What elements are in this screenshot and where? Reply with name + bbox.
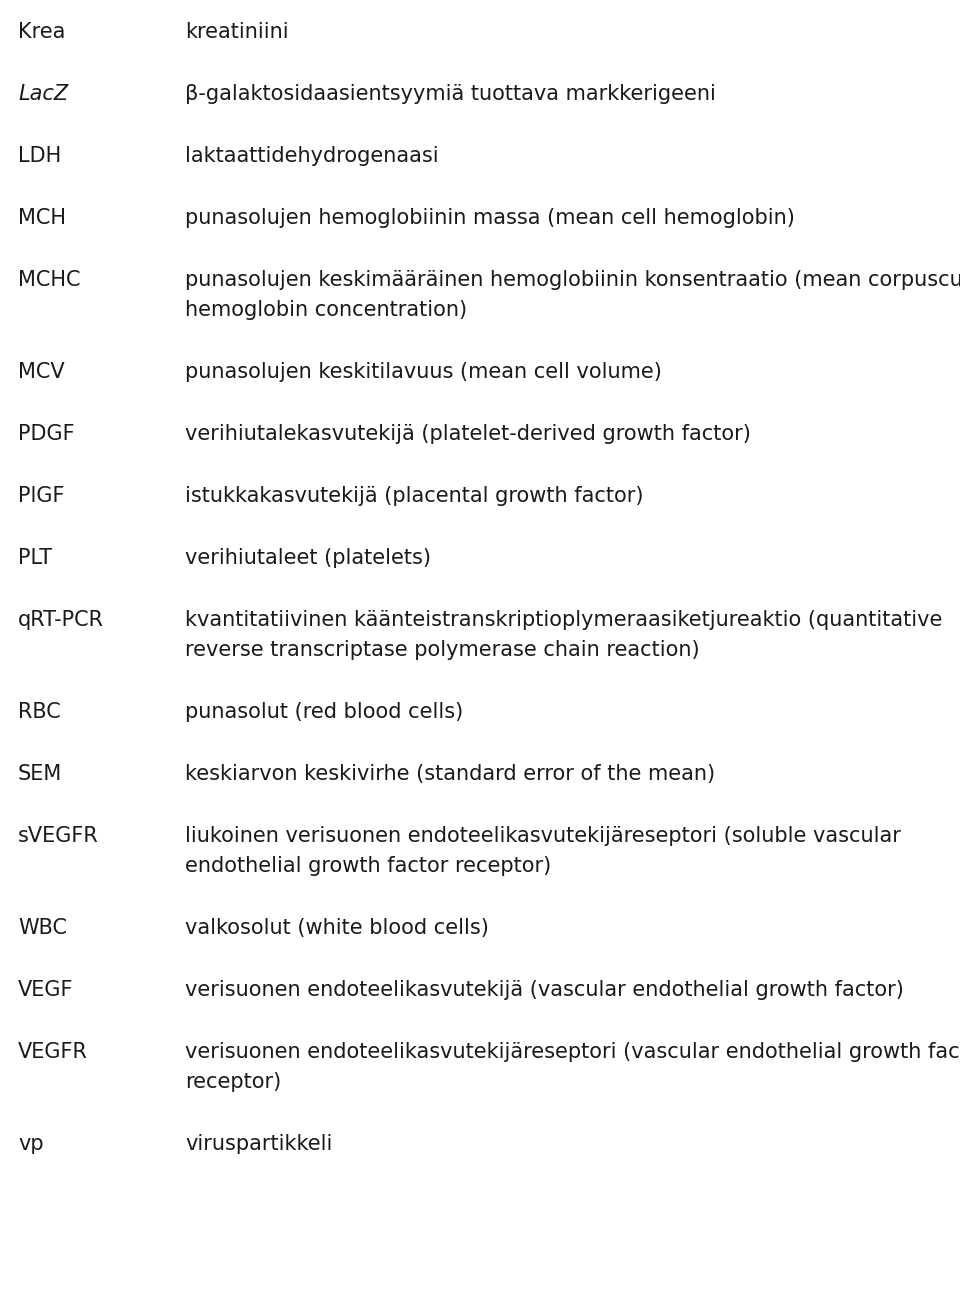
Text: verisuonen endoteelikasvutekijä (vascular endothelial growth factor): verisuonen endoteelikasvutekijä (vascula… — [185, 980, 904, 1000]
Text: LDH: LDH — [18, 146, 61, 166]
Text: vp: vp — [18, 1134, 43, 1155]
Text: kvantitatiivinen käänteistranskriptioplymeraasiketjureaktio (quantitative: kvantitatiivinen käänteistranskriptioply… — [185, 610, 943, 629]
Text: VEGFR: VEGFR — [18, 1042, 88, 1062]
Text: liukoinen verisuonen endoteelikasvutekijäreseptori (soluble vascular: liukoinen verisuonen endoteelikasvutekij… — [185, 825, 900, 846]
Text: RBC: RBC — [18, 703, 60, 722]
Text: punasolujen keskimääräinen hemoglobiinin konsentraatio (mean corpuscular: punasolujen keskimääräinen hemoglobiinin… — [185, 270, 960, 290]
Text: β-galaktosidaasientsyymiä tuottava markkerigeeni: β-galaktosidaasientsyymiä tuottava markk… — [185, 84, 716, 104]
Text: endothelial growth factor receptor): endothelial growth factor receptor) — [185, 855, 551, 876]
Text: kreatiniini: kreatiniini — [185, 22, 289, 42]
Text: Krea: Krea — [18, 22, 65, 42]
Text: verisuonen endoteelikasvutekijäreseptori (vascular endothelial growth factor: verisuonen endoteelikasvutekijäreseptori… — [185, 1042, 960, 1062]
Text: punasolujen keskitilavuus (mean cell volume): punasolujen keskitilavuus (mean cell vol… — [185, 362, 661, 381]
Text: laktaattidehydrogenaasi: laktaattidehydrogenaasi — [185, 146, 439, 166]
Text: reverse transcriptase polymerase chain reaction): reverse transcriptase polymerase chain r… — [185, 640, 700, 660]
Text: qRT-PCR: qRT-PCR — [18, 610, 104, 629]
Text: hemoglobin concentration): hemoglobin concentration) — [185, 300, 468, 320]
Text: LacZ: LacZ — [18, 84, 68, 104]
Text: verihiutalekasvutekijä (platelet-derived growth factor): verihiutalekasvutekijä (platelet-derived… — [185, 424, 751, 444]
Text: SEM: SEM — [18, 764, 62, 784]
Text: PlGF: PlGF — [18, 486, 64, 505]
Text: MCH: MCH — [18, 208, 66, 229]
Text: receptor): receptor) — [185, 1072, 281, 1092]
Text: sVEGFR: sVEGFR — [18, 825, 99, 846]
Text: verihiutaleet (platelets): verihiutaleet (platelets) — [185, 549, 431, 568]
Text: MCHC: MCHC — [18, 270, 81, 290]
Text: PLT: PLT — [18, 549, 52, 568]
Text: punasolut (red blood cells): punasolut (red blood cells) — [185, 703, 464, 722]
Text: viruspartikkeli: viruspartikkeli — [185, 1134, 332, 1155]
Text: valkosolut (white blood cells): valkosolut (white blood cells) — [185, 918, 489, 938]
Text: keskiarvon keskivirhe (standard error of the mean): keskiarvon keskivirhe (standard error of… — [185, 764, 715, 784]
Text: VEGF: VEGF — [18, 980, 74, 1000]
Text: istukkakasvutekijä (placental growth factor): istukkakasvutekijä (placental growth fac… — [185, 486, 643, 505]
Text: punasolujen hemoglobiinin massa (mean cell hemoglobin): punasolujen hemoglobiinin massa (mean ce… — [185, 208, 795, 229]
Text: PDGF: PDGF — [18, 424, 75, 444]
Text: WBC: WBC — [18, 918, 67, 938]
Text: MCV: MCV — [18, 362, 64, 381]
